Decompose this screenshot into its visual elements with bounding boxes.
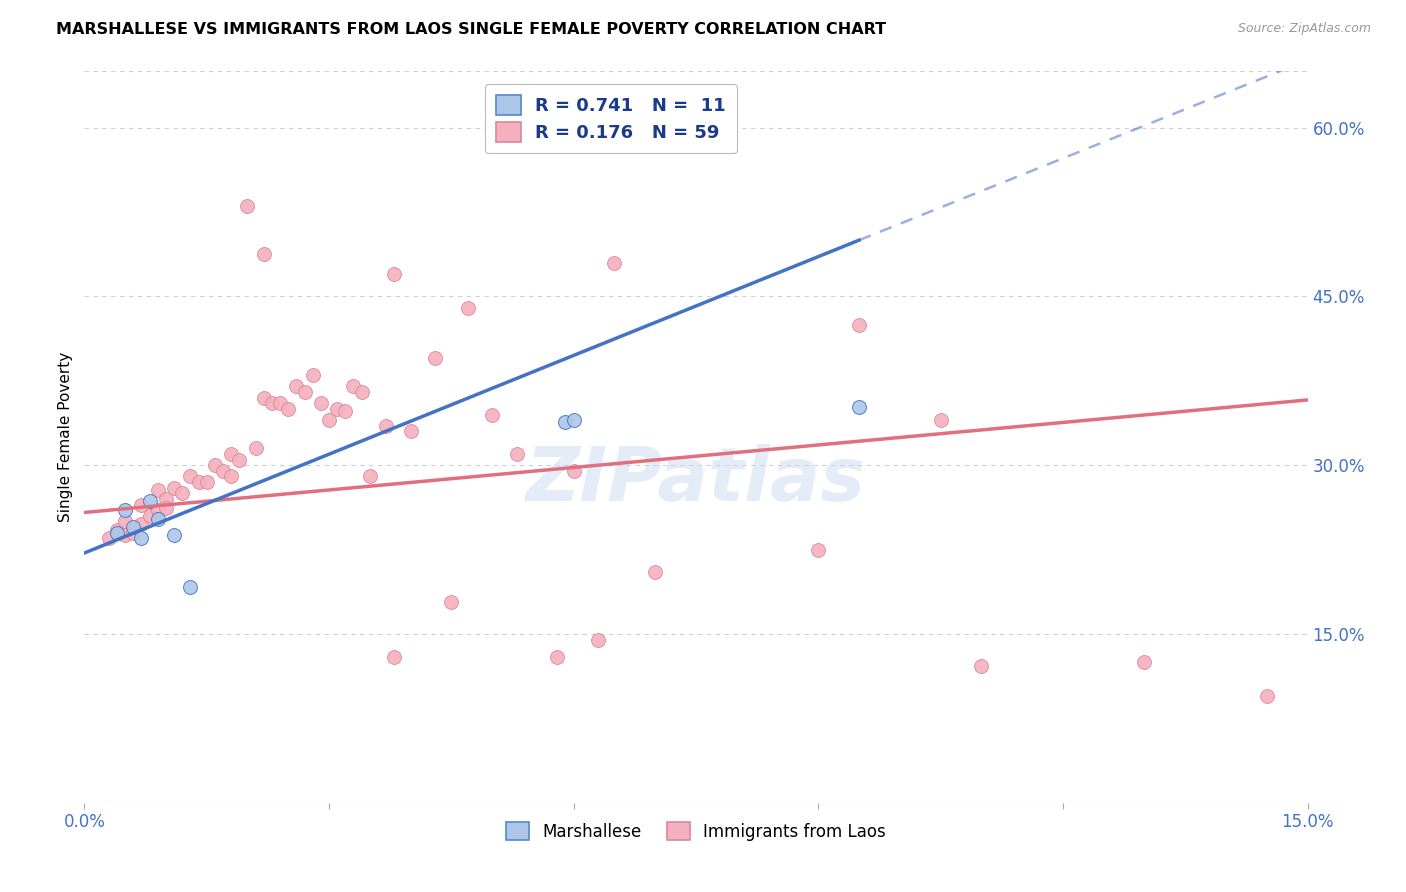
Point xyxy=(122,525,145,540)
Point xyxy=(382,649,405,664)
Point xyxy=(114,528,136,542)
Point xyxy=(399,425,422,439)
Point xyxy=(122,520,145,534)
Point xyxy=(285,379,308,393)
Point xyxy=(131,516,153,531)
Point xyxy=(318,413,340,427)
Point xyxy=(155,491,177,506)
Point xyxy=(1133,655,1156,669)
Point xyxy=(253,246,276,260)
Point xyxy=(970,658,993,673)
Point xyxy=(212,464,235,478)
Point xyxy=(97,532,120,546)
Point xyxy=(253,391,276,405)
Point xyxy=(146,503,169,517)
Point xyxy=(586,632,609,647)
Point xyxy=(269,396,291,410)
Text: Source: ZipAtlas.com: Source: ZipAtlas.com xyxy=(1237,22,1371,36)
Point xyxy=(172,486,194,500)
Point xyxy=(146,483,169,497)
Point xyxy=(375,418,398,433)
Point xyxy=(219,447,242,461)
Point xyxy=(440,595,463,609)
Point xyxy=(505,447,527,461)
Point xyxy=(644,565,666,579)
Point xyxy=(163,528,186,542)
Point xyxy=(114,503,136,517)
Point xyxy=(195,475,218,489)
Point xyxy=(146,512,169,526)
Text: ZIPatlas: ZIPatlas xyxy=(526,444,866,517)
Point xyxy=(481,408,503,422)
Point xyxy=(187,475,209,489)
Point xyxy=(163,481,186,495)
Point xyxy=(245,442,267,456)
Legend: Marshallese, Immigrants from Laos: Marshallese, Immigrants from Laos xyxy=(498,814,894,849)
Point xyxy=(179,580,201,594)
Point xyxy=(277,401,299,416)
Point xyxy=(219,469,242,483)
Point xyxy=(359,469,381,483)
Point xyxy=(562,464,585,478)
Point xyxy=(228,452,250,467)
Point xyxy=(335,404,357,418)
Point xyxy=(131,498,153,512)
Point xyxy=(457,301,479,315)
Point xyxy=(562,413,585,427)
Point xyxy=(554,416,576,430)
Point xyxy=(155,500,177,515)
Point xyxy=(603,255,626,269)
Y-axis label: Single Female Poverty: Single Female Poverty xyxy=(58,352,73,522)
Point xyxy=(138,508,160,523)
Point xyxy=(848,400,870,414)
Point xyxy=(546,649,568,664)
Point xyxy=(350,385,373,400)
Point xyxy=(1256,689,1278,703)
Point xyxy=(423,351,446,366)
Point xyxy=(342,379,364,393)
Point xyxy=(260,396,283,410)
Text: MARSHALLESE VS IMMIGRANTS FROM LAOS SINGLE FEMALE POVERTY CORRELATION CHART: MARSHALLESE VS IMMIGRANTS FROM LAOS SING… xyxy=(56,22,886,37)
Point xyxy=(105,524,128,538)
Point xyxy=(105,525,128,540)
Point xyxy=(326,401,349,416)
Point xyxy=(204,458,226,473)
Point xyxy=(848,318,870,332)
Point xyxy=(929,413,952,427)
Point xyxy=(294,385,316,400)
Point xyxy=(131,532,153,546)
Point xyxy=(382,267,405,281)
Point xyxy=(309,396,332,410)
Point xyxy=(114,515,136,529)
Point xyxy=(807,542,830,557)
Point xyxy=(301,368,323,383)
Point xyxy=(179,469,201,483)
Point xyxy=(236,199,259,213)
Point xyxy=(138,494,160,508)
